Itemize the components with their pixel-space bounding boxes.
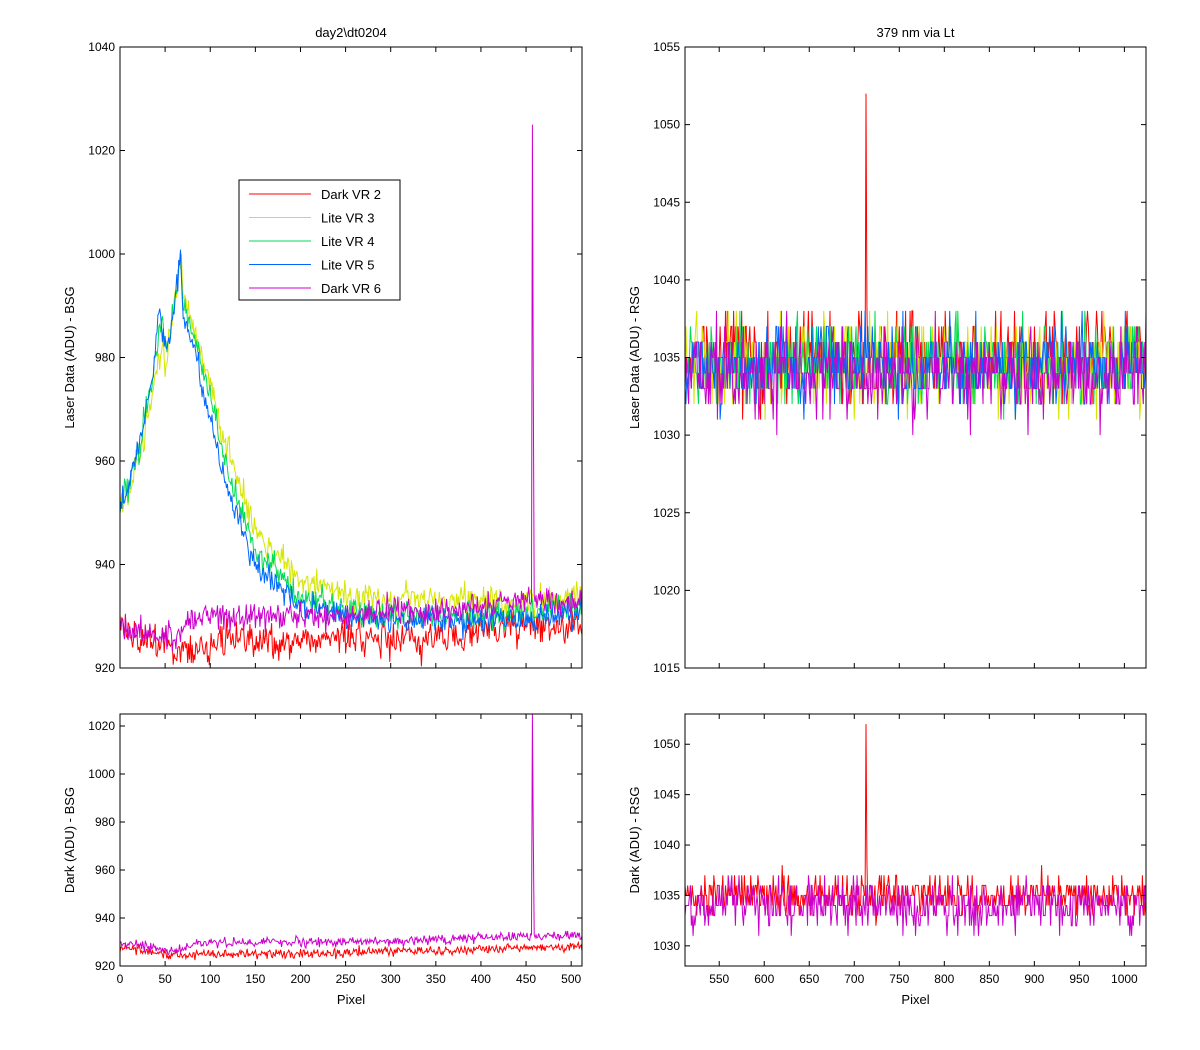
y-tick-label: 1020 bbox=[653, 583, 680, 597]
y-tick-label: 1030 bbox=[653, 428, 680, 442]
plot-top-left: 920 940 960 980 1000 1020 1040 day2\dt0204 Laser… bbox=[62, 25, 583, 675]
plot-bottom-left: 920 940 960 980 1000 1020 0 50 100 150 200 250 300 35… bbox=[62, 713, 583, 1007]
y-axis-label: Dark (ADU) - RSG bbox=[627, 787, 642, 894]
axes-frame bbox=[119, 713, 583, 967]
legend-label: Dark VR 6 bbox=[321, 281, 381, 296]
series-line-dark-vr-6 bbox=[120, 124, 582, 652]
axes-frame bbox=[684, 713, 1147, 967]
x-tick-label: 300 bbox=[381, 972, 401, 986]
plot-top-right: 1015 1020 1025 1030 1035 1040 1045 1050 1055 379 … bbox=[627, 25, 1147, 675]
x-tick-label: 0 bbox=[117, 972, 124, 986]
y-axis-label: Laser Data (ADU) - RSG bbox=[627, 286, 642, 429]
y-axis-label: Laser Data (ADU) - BSG bbox=[62, 286, 77, 428]
y-tick-label: 1050 bbox=[653, 737, 680, 751]
y-tick-label: 1030 bbox=[653, 939, 680, 953]
series-line-dark-vr-2 bbox=[685, 724, 1146, 926]
x-tick-label: 900 bbox=[1024, 972, 1044, 986]
series-line-dark-vr-6 bbox=[120, 714, 582, 955]
x-tick-label: 150 bbox=[245, 972, 265, 986]
series-line-dark-vr-2 bbox=[120, 940, 582, 961]
y-axis-label: Dark (ADU) - BSG bbox=[62, 787, 77, 893]
series-line-dark-vr-6 bbox=[685, 310, 1146, 436]
legend-label: Lite VR 3 bbox=[321, 211, 374, 226]
x-axis-label: Pixel bbox=[901, 992, 929, 1007]
x-tick-label: 700 bbox=[844, 972, 864, 986]
x-tick-label: 750 bbox=[889, 972, 909, 986]
y-tick-label: 1040 bbox=[88, 40, 115, 54]
x-tick-label: 450 bbox=[516, 972, 536, 986]
y-tick-label: 1055 bbox=[653, 40, 680, 54]
plot-title: day2\dt0204 bbox=[315, 25, 387, 40]
y-tick-label: 1025 bbox=[653, 506, 680, 520]
series-group bbox=[685, 724, 1146, 936]
y-tick-label: 960 bbox=[95, 863, 115, 877]
y-tick-label: 1035 bbox=[653, 888, 680, 902]
legend-label: Lite VR 5 bbox=[321, 258, 374, 273]
x-tick-label: 800 bbox=[934, 972, 954, 986]
series-group bbox=[685, 93, 1146, 436]
y-tick-label: 1015 bbox=[653, 661, 680, 675]
y-tick-label: 1045 bbox=[653, 195, 680, 209]
x-tick-label: 500 bbox=[561, 972, 581, 986]
x-tick-label: 400 bbox=[471, 972, 491, 986]
y-tick-label: 980 bbox=[95, 351, 115, 365]
x-tick-label: 50 bbox=[158, 972, 172, 986]
y-tick-label: 1000 bbox=[88, 247, 115, 261]
x-tick-label: 550 bbox=[709, 972, 729, 986]
legend-label: Lite VR 4 bbox=[321, 234, 374, 249]
x-tick-label: 650 bbox=[799, 972, 819, 986]
series-group bbox=[120, 124, 582, 667]
legend-label: Dark VR 2 bbox=[321, 187, 381, 202]
y-tick-label: 1000 bbox=[88, 767, 115, 781]
series-line-dark-vr-2 bbox=[120, 609, 582, 667]
legend-box bbox=[238, 179, 401, 301]
x-tick-label: 600 bbox=[754, 972, 774, 986]
y-tick-label: 1020 bbox=[88, 144, 115, 158]
legend: Dark VR 2 Lite VR 3 Lite VR 4 Lite VR 5 Dark… bbox=[238, 179, 401, 301]
y-tick-label: 1040 bbox=[653, 273, 680, 287]
y-tick-label: 980 bbox=[95, 815, 115, 829]
y-tick-label: 940 bbox=[95, 911, 115, 925]
series-line-dark-vr-6 bbox=[685, 875, 1146, 936]
plot-bottom-right: 1030 1035 1040 1045 1050 550 600 650 700 750 800 85… bbox=[627, 713, 1147, 1007]
x-tick-label: 950 bbox=[1069, 972, 1089, 986]
y-tick-label: 940 bbox=[95, 558, 115, 572]
x-tick-label: 1000 bbox=[1111, 972, 1138, 986]
x-tick-label: 200 bbox=[290, 972, 310, 986]
y-tick-label: 1050 bbox=[653, 118, 680, 132]
y-tick-label: 1040 bbox=[653, 838, 680, 852]
y-tick-label: 920 bbox=[95, 661, 115, 675]
plot-title: 379 nm via Lt bbox=[876, 25, 954, 40]
series-group bbox=[120, 714, 582, 961]
x-tick-label: 350 bbox=[426, 972, 446, 986]
x-tick-label: 850 bbox=[979, 972, 999, 986]
y-tick-label: 1045 bbox=[653, 788, 680, 802]
x-tick-label: 100 bbox=[200, 972, 220, 986]
x-tick-label: 250 bbox=[336, 972, 356, 986]
y-tick-label: 920 bbox=[95, 959, 115, 973]
y-tick-label: 960 bbox=[95, 454, 115, 468]
y-tick-label: 1035 bbox=[653, 351, 680, 365]
y-tick-label: 1020 bbox=[88, 719, 115, 733]
series-line-lite-vr-5 bbox=[120, 249, 582, 641]
x-axis-label: Pixel bbox=[337, 992, 365, 1007]
